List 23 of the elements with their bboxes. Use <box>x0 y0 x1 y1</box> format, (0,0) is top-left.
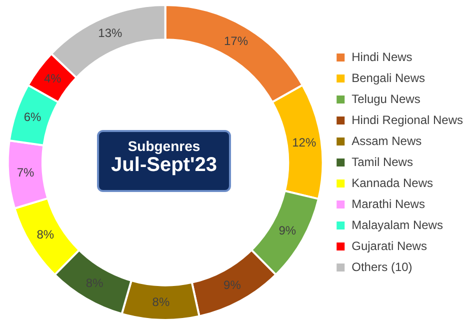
legend-label: Others (10) <box>352 260 412 274</box>
legend-label: Hindi News <box>352 50 412 64</box>
data-label: 8% <box>152 294 170 309</box>
legend-label: Tamil News <box>352 154 413 169</box>
legend-label: Bengali News <box>352 70 425 85</box>
legend-label: Kannada News <box>352 176 434 190</box>
data-label: 4% <box>44 71 62 86</box>
legend-label: Hindi Regional News <box>352 112 464 127</box>
legend-label: Telugu News <box>352 92 420 106</box>
text: Subgenres <box>126 138 202 154</box>
text: Jul-Sept'23 <box>110 154 218 177</box>
legend-label: Marathi News <box>352 196 425 211</box>
data-label: 9% <box>278 224 296 238</box>
legend-label: Gujarati News <box>352 238 427 253</box>
data-label: 13% <box>98 26 122 40</box>
data-label: 6% <box>24 110 42 124</box>
legend-label: Assam News <box>352 134 422 148</box>
data-label: 12% <box>292 135 316 150</box>
data-label: 9% <box>224 278 242 292</box>
data-label: 7% <box>16 166 35 180</box>
data-label: 17% <box>224 34 248 48</box>
data-label: 8% <box>36 227 54 242</box>
legend-label: Malayalam News <box>352 218 443 232</box>
